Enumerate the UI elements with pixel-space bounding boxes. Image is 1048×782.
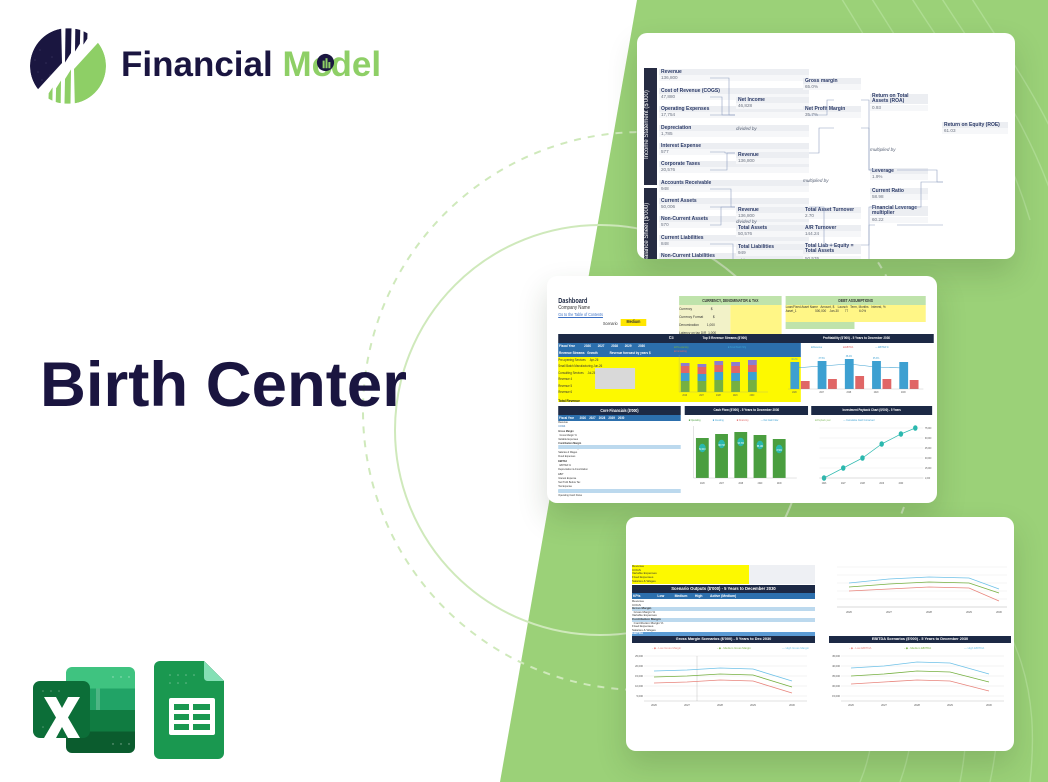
svg-text:15,000: 15,000 — [635, 674, 643, 678]
svg-text:2030: 2030 — [750, 395, 755, 397]
svg-text:2027: 2027 — [684, 703, 690, 707]
svg-text:― Cumulative Cash Conserved: ― Cumulative Cash Conserved — [843, 419, 875, 422]
svg-text:8,503: 8,503 — [777, 450, 783, 452]
svg-text:― Net Cash Flow: ― Net Cash Flow — [761, 419, 779, 422]
svg-text:2028: 2028 — [860, 483, 865, 485]
svg-text:■ Investing: ■ Investing — [713, 419, 724, 422]
svg-text:38.4%: 38.4% — [846, 355, 853, 358]
svg-text:45,000: 45,000 — [832, 654, 840, 658]
svg-text:10,000: 10,000 — [635, 684, 643, 688]
svg-text:30,000: 30,000 — [925, 458, 932, 460]
svg-text:25,000: 25,000 — [635, 654, 643, 658]
svg-text:40,000: 40,000 — [832, 664, 840, 668]
svg-text:2029: 2029 — [758, 483, 763, 485]
svg-text:2028: 2028 — [914, 703, 920, 707]
svg-text:2028: 2028 — [926, 610, 932, 614]
svg-text:37.5%: 37.5% — [818, 357, 825, 360]
svg-text:- ◆ - Medium EBITDA: - ◆ - Medium EBITDA — [904, 646, 931, 650]
svg-text:■ Revenue: ■ Revenue — [811, 346, 822, 349]
svg-text:― High Gross Margin: ― High Gross Margin — [782, 646, 809, 650]
svg-text:2029: 2029 — [874, 392, 879, 394]
svg-text:2029: 2029 — [750, 703, 756, 707]
svg-text:35.3%: 35.3% — [873, 357, 880, 360]
svg-text:2026: 2026 — [846, 610, 852, 614]
svg-text:2028: 2028 — [847, 392, 852, 394]
svg-text:■ Pre-opening: ■ Pre-opening — [674, 346, 689, 349]
svg-text:5,000: 5,000 — [637, 694, 644, 698]
svg-text:60,000: 60,000 — [925, 438, 932, 440]
svg-text:2026: 2026 — [848, 703, 854, 707]
svg-text:2027: 2027 — [719, 483, 724, 485]
svg-text:88,194: 88,194 — [757, 446, 764, 448]
svg-text:- ◆ - Low Gross Margin: - ◆ - Low Gross Margin — [652, 646, 681, 650]
svg-text:45,000: 45,000 — [925, 448, 932, 450]
svg-text:95,766: 95,766 — [738, 443, 745, 445]
svg-text:- ◆ - Low EBITDA: - ◆ - Low EBITDA — [849, 646, 871, 650]
svg-text:2026: 2026 — [822, 483, 827, 485]
svg-text:― High EBITDA: ― High EBITDA — [964, 646, 984, 650]
svg-text:2027: 2027 — [699, 395, 704, 397]
svg-text:■ EBITDA: ■ EBITDA — [843, 346, 853, 349]
svg-text:83,094: 83,094 — [699, 449, 706, 451]
svg-text:2030: 2030 — [986, 703, 992, 707]
svg-text:2028: 2028 — [717, 703, 723, 707]
svg-text:2028: 2028 — [738, 483, 743, 485]
svg-text:75,000: 75,000 — [925, 428, 932, 430]
svg-text:2030: 2030 — [899, 483, 904, 485]
svg-text:88,738: 88,738 — [718, 445, 725, 447]
svg-text:30,000: 30,000 — [832, 684, 840, 688]
svg-text:2030: 2030 — [777, 483, 782, 485]
svg-text:■ Payback year: ■ Payback year — [815, 419, 831, 422]
svg-text:― EBITDA %: ― EBITDA % — [875, 346, 889, 349]
svg-text:1,000: 1,000 — [925, 478, 931, 480]
svg-text:2027: 2027 — [881, 703, 887, 707]
svg-text:2029: 2029 — [947, 703, 953, 707]
svg-text:2029: 2029 — [733, 395, 738, 397]
svg-text:15,000: 15,000 — [925, 468, 932, 470]
svg-text:2030: 2030 — [901, 392, 906, 394]
svg-text:2026: 2026 — [700, 483, 705, 485]
svg-text:2027: 2027 — [886, 610, 892, 614]
svg-text:2027: 2027 — [819, 392, 824, 394]
svg-text:2026: 2026 — [792, 392, 797, 394]
svg-text:■ Small Batch Mfg: ■ Small Batch Mfg — [728, 346, 747, 349]
svg-text:■ Consulting: ■ Consulting — [674, 350, 687, 353]
svg-text:20,000: 20,000 — [635, 664, 643, 668]
svg-text:2029: 2029 — [966, 610, 972, 614]
svg-text:2030: 2030 — [996, 610, 1002, 614]
svg-text:36.2%: 36.2% — [791, 358, 798, 361]
svg-text:15,000: 15,000 — [832, 694, 840, 698]
svg-text:2029: 2029 — [879, 483, 884, 485]
svg-text:2026: 2026 — [651, 703, 657, 707]
svg-text:35,000: 35,000 — [832, 674, 840, 678]
svg-text:- ◆ - Medium Gross Margin: - ◆ - Medium Gross Margin — [717, 646, 751, 650]
svg-text:2027: 2027 — [841, 483, 846, 485]
svg-text:2028: 2028 — [716, 395, 721, 397]
svg-text:■ Financing: ■ Financing — [737, 419, 749, 422]
svg-text:■ Operating: ■ Operating — [689, 419, 701, 422]
svg-text:2030: 2030 — [789, 703, 795, 707]
svg-text:2026: 2026 — [682, 395, 687, 397]
